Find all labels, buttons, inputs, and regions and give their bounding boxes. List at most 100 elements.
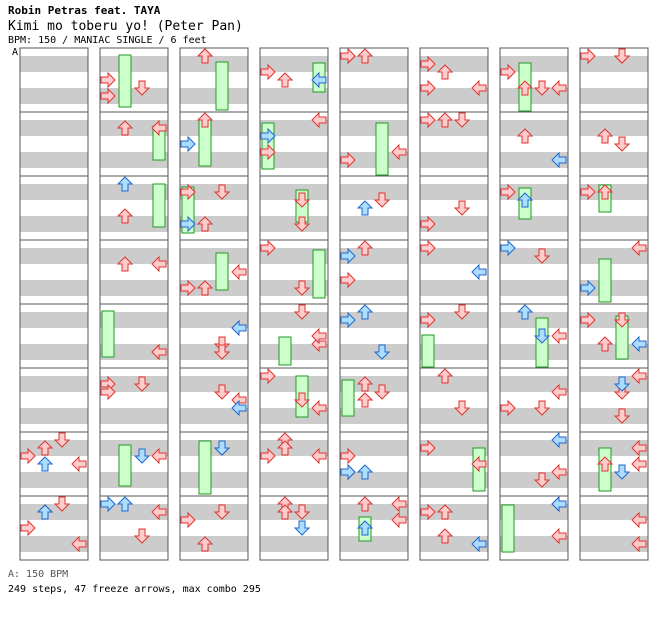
chart-column (579, 47, 649, 561)
step-arrow (133, 80, 151, 96)
step-arrow (373, 192, 391, 208)
step-arrow (260, 143, 276, 161)
step-arrow (340, 151, 356, 169)
step-arrow (436, 368, 454, 384)
chart-column (419, 47, 489, 561)
bpm-summary: A: 150 BPM (8, 569, 69, 580)
step-arrow (196, 280, 214, 296)
step-arrow (180, 511, 196, 529)
step-arrow (151, 119, 167, 137)
step-arrow (260, 127, 276, 145)
step-arrow (516, 192, 534, 208)
step-arrow (20, 519, 36, 537)
step-arrow (516, 80, 534, 96)
step-arrow (231, 263, 247, 281)
step-arrow (196, 48, 214, 64)
step-arrow (631, 455, 647, 473)
step-arrow (391, 511, 407, 529)
step-arrow (151, 255, 167, 273)
freeze-arrow (198, 440, 212, 495)
step-arrow (533, 328, 551, 344)
step-arrow (340, 47, 356, 65)
step-arrow (420, 55, 436, 73)
step-arrow (100, 383, 116, 401)
step-arrow (453, 304, 471, 320)
step-arrow (133, 376, 151, 392)
step-arrow (293, 216, 311, 232)
step-arrow (276, 440, 294, 456)
step-arrow (533, 80, 551, 96)
freeze-arrow (101, 310, 115, 358)
step-arrow (613, 408, 631, 424)
step-arrow (231, 399, 247, 417)
step-arrow (116, 176, 134, 192)
step-arrow (213, 384, 231, 400)
step-arrow (436, 112, 454, 128)
freeze-arrow (118, 444, 132, 487)
step-arrow (53, 496, 71, 512)
step-arrow (596, 128, 614, 144)
step-arrow (71, 455, 87, 473)
step-arrow (196, 216, 214, 232)
song-artist: Robin Petras feat. TAYA (8, 4, 161, 17)
step-arrow (613, 464, 631, 480)
step-arrow (276, 504, 294, 520)
step-arrow (116, 256, 134, 272)
step-arrow (116, 496, 134, 512)
step-arrow (151, 447, 167, 465)
step-arrow (551, 151, 567, 169)
chart-column (99, 47, 169, 561)
step-arrow (151, 343, 167, 361)
song-info: BPM: 150 / MANIAC SINGLE / 6 feet (8, 35, 207, 46)
step-arrow (311, 399, 327, 417)
step-arrow (420, 239, 436, 257)
chart-column (339, 47, 409, 561)
step-arrow (340, 447, 356, 465)
step-arrow (356, 304, 374, 320)
step-arrow (551, 327, 567, 345)
step-arrow (356, 520, 374, 536)
step-arrow (471, 535, 487, 553)
section-marker: A (12, 47, 19, 58)
step-arrow (436, 64, 454, 80)
step-arrow (53, 432, 71, 448)
step-arrow (391, 143, 407, 161)
step-arrow (551, 383, 567, 401)
step-arrow (613, 312, 631, 328)
step-arrow (436, 528, 454, 544)
step-arrow (580, 183, 596, 201)
step-arrow (231, 319, 247, 337)
step-arrow (311, 111, 327, 129)
step-arrow (356, 392, 374, 408)
step-arrow (293, 392, 311, 408)
step-arrow (631, 367, 647, 385)
step-arrow (596, 336, 614, 352)
step-arrow (580, 311, 596, 329)
step-arrow (453, 112, 471, 128)
freeze-arrow (421, 334, 435, 368)
step-arrow (180, 183, 196, 201)
freeze-arrow (598, 258, 612, 303)
step-arrow (213, 184, 231, 200)
step-arrow (213, 504, 231, 520)
step-arrow (356, 496, 374, 512)
chart-column (499, 47, 569, 561)
step-arrow (213, 344, 231, 360)
freeze-arrow (375, 122, 389, 176)
step-arrow (596, 456, 614, 472)
step-arrow (533, 248, 551, 264)
step-arrow (356, 376, 374, 392)
step-arrow (551, 527, 567, 545)
step-arrow (100, 87, 116, 105)
step-arrow (373, 344, 391, 360)
step-arrow (356, 464, 374, 480)
step-arrow (260, 447, 276, 465)
step-arrow (631, 535, 647, 553)
chart-column (179, 47, 249, 561)
chart-column (259, 47, 329, 561)
step-arrow (420, 439, 436, 457)
step-arrow (533, 400, 551, 416)
step-arrow (453, 200, 471, 216)
step-arrow (551, 431, 567, 449)
step-arrow (420, 503, 436, 521)
